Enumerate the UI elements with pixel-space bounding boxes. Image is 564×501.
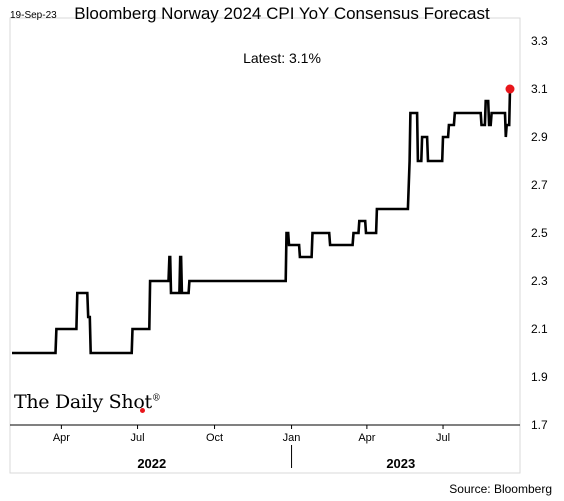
y-tick-label: 3.3 bbox=[531, 34, 548, 48]
logo-dot-icon bbox=[140, 408, 145, 413]
y-tick-label: 2.1 bbox=[531, 322, 548, 336]
y-tick-label: 2.3 bbox=[531, 274, 548, 288]
chart-subtitle: Latest: 3.1% bbox=[243, 50, 321, 66]
chart-title: Bloomberg Norway 2024 CPI YoY Consensus … bbox=[74, 4, 490, 23]
source-note: Source: Bloomberg bbox=[449, 482, 552, 496]
y-tick-label: 3.1 bbox=[531, 82, 548, 96]
x-tick-label: Jul bbox=[131, 432, 145, 444]
y-tick-label: 2.5 bbox=[531, 226, 548, 240]
plot-frame bbox=[9, 17, 521, 474]
x-tick-label: Jan bbox=[283, 432, 301, 444]
x-tick-label: Oct bbox=[206, 432, 223, 444]
x-tick-label: Apr bbox=[53, 432, 70, 444]
x-tick-label: Jul bbox=[436, 432, 450, 444]
latest-point-marker bbox=[505, 84, 515, 94]
series-line bbox=[12, 88, 512, 355]
logo-text: The Daily Shot bbox=[14, 391, 152, 413]
y-tick-label: 2.7 bbox=[531, 178, 548, 192]
date-stamp: 19-Sep-23 bbox=[10, 10, 57, 21]
y-tick-label: 1.9 bbox=[531, 370, 548, 384]
logo-registered-mark: ® bbox=[151, 393, 161, 404]
daily-shot-logo: The Daily Shot® bbox=[14, 391, 161, 413]
y-tick-label: 1.7 bbox=[531, 418, 548, 432]
x-year-label: 2023 bbox=[386, 456, 415, 471]
x-tick-label: Apr bbox=[358, 432, 375, 444]
x-year-label: 2022 bbox=[137, 456, 166, 471]
y-tick-label: 2.9 bbox=[531, 130, 548, 144]
